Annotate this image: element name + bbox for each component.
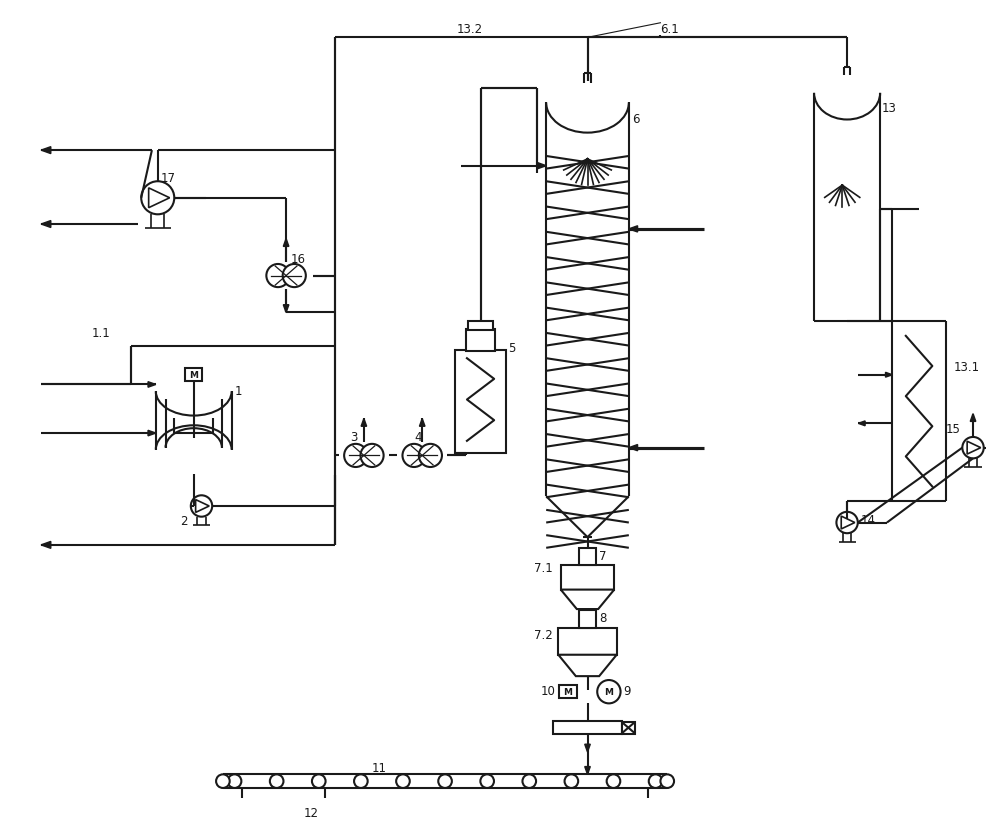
Polygon shape (629, 445, 638, 451)
Polygon shape (558, 655, 617, 676)
Text: 14: 14 (861, 514, 876, 526)
Circle shape (597, 681, 621, 704)
Polygon shape (537, 163, 546, 170)
Text: 2: 2 (180, 514, 188, 527)
Circle shape (438, 775, 452, 788)
Bar (579, 548, 596, 566)
Polygon shape (585, 744, 590, 752)
Circle shape (216, 775, 230, 788)
Text: 13.2: 13.2 (456, 23, 482, 36)
Circle shape (480, 775, 494, 788)
Circle shape (354, 775, 368, 788)
Text: M: M (189, 371, 198, 380)
Text: M: M (564, 687, 573, 696)
Polygon shape (41, 541, 51, 549)
Polygon shape (283, 239, 289, 247)
Text: 13: 13 (882, 102, 897, 115)
Text: 7: 7 (599, 549, 607, 562)
Polygon shape (283, 305, 289, 313)
Text: 1: 1 (235, 385, 242, 398)
Circle shape (419, 445, 442, 468)
Bar (561, 566, 614, 590)
Text: 13.1: 13.1 (954, 360, 980, 373)
Text: 15: 15 (946, 423, 961, 436)
Text: 1.1: 1.1 (92, 327, 110, 340)
Circle shape (402, 445, 426, 468)
Circle shape (396, 775, 410, 788)
Bar (455, 351, 506, 453)
Text: 16: 16 (291, 253, 306, 266)
Text: 10: 10 (541, 684, 556, 697)
Circle shape (836, 512, 858, 533)
Bar (558, 627, 617, 655)
Bar (553, 721, 622, 735)
Bar (468, 322, 493, 331)
Circle shape (565, 775, 578, 788)
Circle shape (607, 775, 620, 788)
Circle shape (283, 265, 306, 287)
Polygon shape (886, 373, 892, 378)
Polygon shape (970, 414, 976, 422)
Circle shape (228, 775, 241, 788)
Bar (559, 686, 577, 698)
Circle shape (962, 437, 984, 459)
Polygon shape (196, 500, 209, 513)
Bar (185, 369, 202, 382)
Circle shape (660, 775, 674, 788)
Polygon shape (967, 441, 981, 455)
Text: 12: 12 (304, 807, 319, 819)
Text: 8: 8 (599, 611, 607, 624)
Circle shape (141, 182, 174, 215)
Polygon shape (561, 590, 614, 609)
Text: M: M (604, 687, 613, 696)
Polygon shape (148, 382, 156, 387)
Bar (579, 610, 596, 627)
Text: 5: 5 (508, 342, 515, 355)
Text: 9: 9 (623, 684, 631, 697)
Text: 7.2: 7.2 (534, 629, 553, 642)
Circle shape (191, 495, 212, 517)
Polygon shape (41, 147, 51, 155)
Polygon shape (148, 431, 156, 437)
Polygon shape (322, 814, 328, 819)
Text: 11: 11 (372, 761, 387, 774)
Circle shape (312, 775, 326, 788)
Polygon shape (41, 221, 51, 229)
Circle shape (649, 775, 662, 788)
Polygon shape (629, 227, 638, 233)
Text: 6.1: 6.1 (660, 23, 679, 36)
Bar (622, 722, 635, 734)
Polygon shape (841, 517, 855, 529)
Polygon shape (149, 188, 170, 208)
Text: 17: 17 (161, 171, 176, 184)
Circle shape (522, 775, 536, 788)
Circle shape (360, 445, 384, 468)
Polygon shape (585, 767, 590, 775)
Text: 6: 6 (632, 113, 640, 126)
Circle shape (270, 775, 283, 788)
Text: 4: 4 (414, 431, 422, 444)
Polygon shape (361, 419, 367, 427)
Circle shape (266, 265, 289, 287)
Bar (466, 329, 495, 352)
Text: 3: 3 (350, 431, 358, 444)
Polygon shape (858, 422, 865, 426)
Circle shape (344, 445, 367, 468)
Polygon shape (419, 419, 425, 427)
Text: 7.1: 7.1 (534, 562, 553, 575)
